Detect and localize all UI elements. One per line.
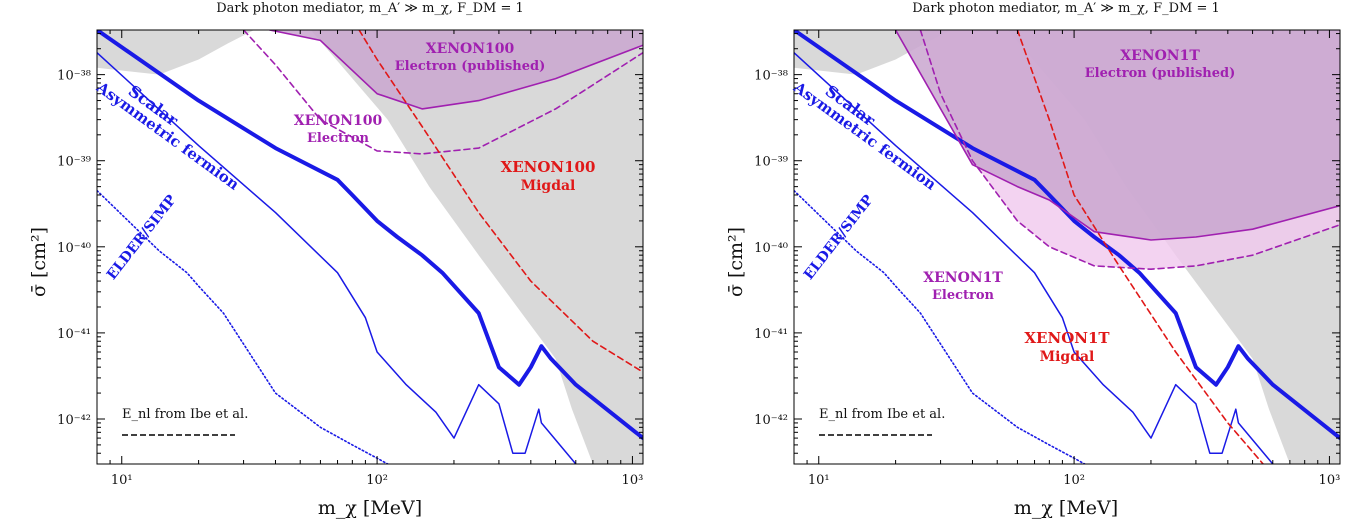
x-tick-label: 10³ xyxy=(622,473,644,488)
legend: E_nl from Ibe et al. xyxy=(122,407,248,436)
series-line-5 xyxy=(358,30,643,373)
annotation-sublabel: Electron (published) xyxy=(395,59,545,74)
series-line-0 xyxy=(97,30,643,441)
series-line-3 xyxy=(894,30,1340,241)
y-tick-label: 10⁻⁴² xyxy=(754,413,788,428)
series-line-5 xyxy=(1016,30,1264,464)
annotation-label: ELDER/SIMP xyxy=(104,192,180,283)
annotation-label: XENON100 xyxy=(501,158,596,176)
series-line-4 xyxy=(919,30,1340,271)
y-tick-label: 10⁻⁴⁰ xyxy=(754,241,788,256)
annotation-sublabel: Migdal xyxy=(521,178,576,194)
published-exclusion-fill xyxy=(895,30,1340,240)
excluded-region-0 xyxy=(97,30,255,75)
annotation-label: XENON1T xyxy=(1024,329,1110,347)
y-tick-label: 10⁻⁴¹ xyxy=(754,327,788,342)
series-line-2 xyxy=(794,189,1086,464)
chart-panel-left: Dark photon mediator, m_A′ ≫ m_χ, F_DM =… xyxy=(28,1,644,519)
annotation-label: ELDER/SIMP xyxy=(801,192,877,283)
annotation-label: Asymmetric fermion xyxy=(790,78,940,194)
series-line-4 xyxy=(242,30,643,155)
y-tick-label: 10⁻³⁸ xyxy=(754,69,788,84)
y-tick-label: 10⁻⁴² xyxy=(57,413,91,428)
y-tick-label: 10⁻³⁹ xyxy=(57,155,91,170)
y-axis-label: σ̄ [cm²] xyxy=(28,226,51,298)
x-tick-label: 10¹ xyxy=(808,473,830,488)
annotation-label: XENON1T xyxy=(1120,48,1200,64)
annotation-label: XENON100 xyxy=(294,113,383,129)
x-tick-label: 10¹ xyxy=(111,473,133,488)
legend: E_nl from Ibe et al. xyxy=(819,407,945,436)
annotation-sublabel: Electron (published) xyxy=(1085,66,1235,81)
annotation-sublabel: Migdal xyxy=(1040,349,1095,365)
legend-label: E_nl from Ibe et al. xyxy=(122,407,248,422)
y-tick-label: 10⁻³⁸ xyxy=(57,69,91,84)
series-line-2 xyxy=(97,189,389,464)
x-tick-label: 10² xyxy=(366,473,388,488)
chart-svg: 10¹ 10² 10³ 10⁻³⁸ 10⁻³⁹ 10⁻⁴⁰ 10⁻⁴¹ 10⁻⁴² E_nl f… xyxy=(754,29,1341,488)
plot-area xyxy=(794,30,1340,464)
y-tick-label: 10⁻⁴¹ xyxy=(57,327,91,342)
chart-panel-right: Dark photon mediator, m_A′ ≫ m_χ, F_DM =… xyxy=(697,0,1372,531)
annotation-label: XENON1T xyxy=(923,270,1003,286)
annotation-label: Asymmetric fermion xyxy=(93,78,243,194)
chart-title: Dark photon mediator, m_A′ ≫ m_χ, F_DM =… xyxy=(216,1,524,16)
published-exclusion-fill xyxy=(269,30,643,109)
series-line-0 xyxy=(794,30,1340,441)
plot-area xyxy=(97,30,643,464)
y-tick-label: 10⁻³⁹ xyxy=(754,155,788,170)
series-line-1 xyxy=(794,51,1274,464)
x-tick-label: 10² xyxy=(1063,473,1085,488)
excluded-region-1 xyxy=(254,30,643,464)
legend-label: E_nl from Ibe et al. xyxy=(819,407,945,422)
annotation-sublabel: Electron xyxy=(307,131,370,146)
chart-title: Dark photon mediator, m_A′ ≫ m_χ, F_DM =… xyxy=(912,1,1220,16)
y-tick-label: 10⁻⁴⁰ xyxy=(57,241,91,256)
series-line-1 xyxy=(97,51,577,464)
x-axis-label: m_χ [MeV] xyxy=(317,497,423,519)
y-axis-label: σ̄ [cm²] xyxy=(725,226,748,298)
annotation-label: XENON100 xyxy=(426,41,515,57)
x-axis-label: m_χ [MeV] xyxy=(1013,497,1119,519)
x-tick-label: 10³ xyxy=(1319,473,1341,488)
series-line-3 xyxy=(268,30,643,110)
annotation-sublabel: Electron xyxy=(932,288,995,303)
chart-svg: 10¹ 10² 10³ 10⁻³⁸ 10⁻³⁹ 10⁻⁴⁰ 10⁻⁴¹ 10⁻⁴² E_nl f… xyxy=(57,29,644,488)
